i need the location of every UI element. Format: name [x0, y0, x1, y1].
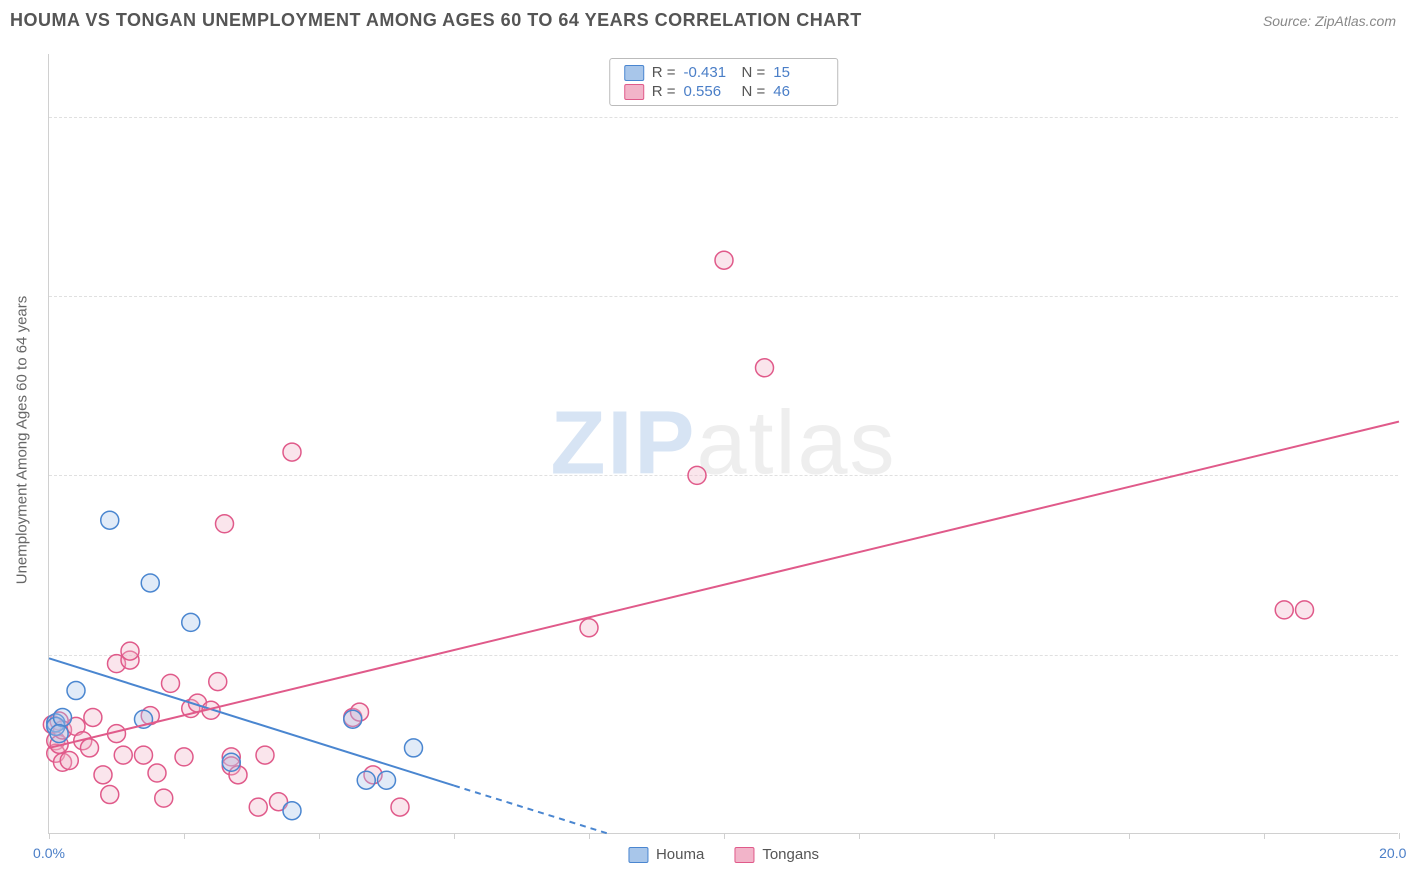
tongan-n-value: 46 — [773, 83, 823, 100]
houma-swatch-bottom — [628, 847, 648, 863]
scatter-point — [357, 771, 375, 789]
legend-item-houma: Houma — [628, 846, 704, 863]
x-tick — [319, 833, 320, 839]
scatter-point — [580, 619, 598, 637]
regression-line — [49, 422, 1399, 748]
scatter-point — [344, 710, 362, 728]
scatter-point — [182, 613, 200, 631]
regression-line — [454, 786, 609, 834]
scatter-point — [756, 359, 774, 377]
houma-n-value: 15 — [773, 64, 823, 81]
x-tick — [1399, 833, 1400, 839]
scatter-point — [121, 642, 139, 660]
scatter-point — [67, 682, 85, 700]
scatter-point — [162, 674, 180, 692]
scatter-point — [135, 746, 153, 764]
scatter-point — [175, 748, 193, 766]
tongan-swatch — [624, 84, 644, 100]
scatter-point — [60, 751, 78, 769]
scatter-point — [50, 725, 68, 743]
tongan-label: Tongans — [762, 846, 819, 863]
scatter-point — [391, 798, 409, 816]
x-tick — [1129, 833, 1130, 839]
tongan-swatch-bottom — [734, 847, 754, 863]
houma-r-value: -0.431 — [684, 64, 734, 81]
scatter-point — [405, 739, 423, 757]
scatter-point — [155, 789, 173, 807]
scatter-point — [216, 515, 234, 533]
stats-legend-row-tongans: R = 0.556 N = 46 — [624, 82, 824, 101]
x-tick — [454, 833, 455, 839]
r-label: R = — [652, 83, 676, 100]
scatter-point — [715, 251, 733, 269]
scatter-point — [209, 673, 227, 691]
chart-source: Source: ZipAtlas.com — [1263, 13, 1396, 29]
scatter-point — [54, 708, 72, 726]
n-label: N = — [742, 83, 766, 100]
scatter-point — [148, 764, 166, 782]
x-tick — [1264, 833, 1265, 839]
stats-legend-row-houma: R = -0.431 N = 15 — [624, 63, 824, 82]
scatter-point — [1275, 601, 1293, 619]
chart-title: HOUMA VS TONGAN UNEMPLOYMENT AMONG AGES … — [10, 10, 862, 31]
series-legend: Houma Tongans — [628, 846, 819, 863]
scatter-point — [101, 511, 119, 529]
scatter-point — [101, 786, 119, 804]
houma-label: Houma — [656, 846, 704, 863]
scatter-point — [141, 574, 159, 592]
x-tick — [184, 833, 185, 839]
scatter-point — [94, 766, 112, 784]
stats-legend: R = -0.431 N = 15 R = 0.556 N = 46 — [609, 58, 839, 106]
x-tick-label: 20.0% — [1379, 845, 1406, 861]
x-tick — [724, 833, 725, 839]
scatter-point — [81, 739, 99, 757]
scatter-svg — [49, 54, 1398, 833]
scatter-point — [84, 708, 102, 726]
tongan-r-value: 0.556 — [684, 83, 734, 100]
scatter-point — [378, 771, 396, 789]
scatter-point — [1296, 601, 1314, 619]
n-label: N = — [742, 64, 766, 81]
legend-item-tongans: Tongans — [734, 846, 819, 863]
scatter-point — [222, 753, 240, 771]
houma-swatch — [624, 65, 644, 81]
x-tick — [994, 833, 995, 839]
scatter-point — [283, 443, 301, 461]
regression-line — [49, 658, 454, 785]
scatter-point — [283, 802, 301, 820]
y-axis-label: Unemployment Among Ages 60 to 64 years — [14, 296, 31, 585]
x-tick — [49, 833, 50, 839]
scatter-point — [249, 798, 267, 816]
scatter-point — [688, 466, 706, 484]
tongan-scatter — [43, 251, 1313, 816]
chart-plot-area: ZIPatlas 10.0%20.0%30.0%40.0% 0.0%20.0% … — [48, 54, 1398, 834]
x-tick — [589, 833, 590, 839]
r-label: R = — [652, 64, 676, 81]
scatter-point — [256, 746, 274, 764]
x-tick-label: 0.0% — [33, 845, 65, 861]
regression-lines — [49, 422, 1399, 834]
x-tick — [859, 833, 860, 839]
scatter-point — [114, 746, 132, 764]
